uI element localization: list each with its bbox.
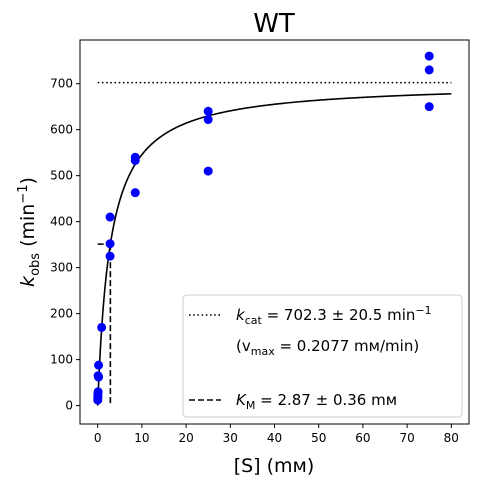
plot-area	[93, 51, 452, 406]
data-point	[105, 251, 115, 261]
data-point	[424, 102, 434, 112]
x-tick-label: 20	[178, 431, 193, 445]
data-point	[203, 115, 213, 125]
x-tick-label: 10	[134, 431, 149, 445]
y-tick-label: 0	[65, 399, 73, 413]
data-point	[424, 51, 434, 61]
legend-kcat-k: k	[236, 306, 246, 324]
y-label-unit: (min	[17, 204, 39, 253]
legend-vmax-value: = 0.2077 mм/min)	[275, 337, 419, 355]
legend-kcat-sup: −1	[415, 304, 431, 317]
legend-KM-label: KM = 2.87 ± 0.36 mм	[236, 391, 397, 412]
x-axis-label: [S] (mм)	[234, 455, 315, 477]
x-tick-label: 70	[399, 431, 414, 445]
y-axis-label: kobs (min−1)	[16, 177, 43, 287]
data-point	[93, 387, 103, 397]
x-tick-label: 80	[444, 431, 459, 445]
legend-vmax-label: (vmax = 0.2077 mм/min)	[236, 337, 419, 358]
data-point	[97, 322, 107, 332]
y-tick-label: 600	[50, 123, 73, 137]
data-point	[424, 65, 434, 75]
data-point	[130, 155, 140, 165]
legend-KM-value: = 2.87 ± 0.36 mм	[255, 391, 397, 409]
x-tick-label: 50	[311, 431, 326, 445]
y-tick-label: 300	[50, 261, 73, 275]
y-label-close: )	[17, 177, 39, 184]
x-tick-label: 30	[223, 431, 238, 445]
legend-kcat-sub: cat	[245, 314, 263, 327]
data-point	[94, 360, 104, 370]
y-tick-label: 700	[50, 77, 73, 91]
data-point	[105, 239, 115, 249]
data-point	[105, 212, 115, 222]
legend: kcat = 702.3 ± 20.5 min−1 (vmax = 0.2077…	[182, 294, 463, 418]
x-tick-label: 60	[355, 431, 370, 445]
x-tick-label: 40	[267, 431, 282, 445]
legend-kcat-value: = 702.3 ± 20.5 min	[262, 306, 416, 324]
legend-box	[182, 294, 463, 418]
y-axis-ticks: 0 100 200 300 400 500 600 700	[50, 77, 80, 413]
y-tick-label: 100	[50, 353, 73, 367]
legend-kcat-label: kcat = 702.3 ± 20.5 min−1	[236, 304, 432, 327]
x-tick-label: 0	[94, 431, 102, 445]
data-point	[94, 372, 104, 382]
x-axis-ticks: 0 10 20 30 40 50 60 70 80	[94, 424, 459, 445]
data-point	[130, 188, 140, 198]
y-label-sup: −1	[16, 184, 31, 203]
y-label-sub: obs	[28, 253, 43, 276]
legend-KM-sub: M	[246, 399, 256, 412]
legend-vmax-open: (v	[236, 337, 251, 355]
y-tick-label: 500	[50, 169, 73, 183]
data-point	[203, 166, 213, 176]
y-tick-label: 400	[50, 215, 73, 229]
legend-KM-k: K	[236, 391, 247, 409]
chart-title: WT	[253, 9, 295, 39]
legend-vmax-sub: max	[251, 345, 275, 358]
y-tick-label: 200	[50, 307, 73, 321]
data-point	[203, 106, 213, 116]
y-label-k: k	[17, 275, 39, 287]
fit-curve	[96, 93, 452, 406]
